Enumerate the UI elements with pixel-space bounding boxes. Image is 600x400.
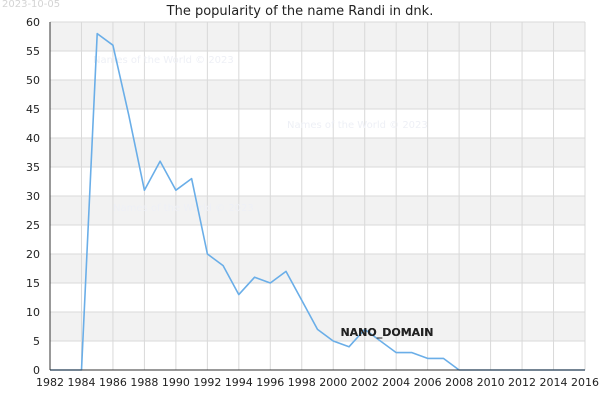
- y-tick-label-40: 40: [26, 132, 40, 145]
- band-55-60: [50, 22, 585, 51]
- y-tick-label-10: 10: [26, 306, 40, 319]
- x-axis-ticks: 1982 1984 1986 1988 1990 1992 1994 1996 1998 2000…: [36, 376, 599, 389]
- y-tick-label-60: 60: [26, 16, 40, 29]
- x-tick-label-2002: 2002: [351, 376, 379, 389]
- plot-background-bands: [50, 22, 585, 341]
- watermarks: Names of the World © 2023 Names of the W…: [93, 55, 428, 214]
- band-5-10: [50, 312, 585, 341]
- band-45-50: [50, 80, 585, 109]
- x-tick-label-1984: 1984: [67, 376, 95, 389]
- x-tick-label-2016: 2016: [571, 376, 599, 389]
- y-tick-label-5: 5: [33, 335, 40, 348]
- x-tick-label-2010: 2010: [477, 376, 505, 389]
- x-tick-label-1986: 1986: [99, 376, 127, 389]
- y-tick-label-55: 55: [26, 45, 40, 58]
- band-25-30: [50, 196, 585, 225]
- y-tick-label-20: 20: [26, 248, 40, 261]
- x-tick-label-2006: 2006: [414, 376, 442, 389]
- x-tick-label-2000: 2000: [319, 376, 347, 389]
- y-tick-label-45: 45: [26, 103, 40, 116]
- y-axis-ticks: 0 5 10 15 20 25 30 35 40 45 50 55 60: [26, 16, 40, 377]
- date-stamp: 2023-10-05: [2, 0, 61, 10]
- y-tick-label-50: 50: [26, 74, 40, 87]
- watermark-3: Names of the World © 2023: [113, 203, 254, 214]
- x-tick-label-2014: 2014: [540, 376, 568, 389]
- annotation-label-0: NANO_DOMAIN: [340, 326, 433, 339]
- y-tick-label-30: 30: [26, 190, 40, 203]
- x-tick-label-1996: 1996: [256, 376, 284, 389]
- band-35-40: [50, 138, 585, 167]
- x-tick-label-1988: 1988: [130, 376, 158, 389]
- y-tick-label-15: 15: [26, 277, 40, 290]
- x-tick-label-1990: 1990: [162, 376, 190, 389]
- x-tick-label-2008: 2008: [445, 376, 473, 389]
- watermark-1: Names of the World © 2023: [93, 55, 234, 66]
- y-tick-label-0: 0: [33, 364, 40, 377]
- chart-title: The popularity of the name Randi in dnk.: [166, 4, 434, 19]
- y-tick-label-25: 25: [26, 219, 40, 232]
- x-tick-label-2004: 2004: [382, 376, 410, 389]
- y-tick-label-35: 35: [26, 161, 40, 174]
- annotation-outline-0: NANO_DOMAIN: [340, 326, 433, 339]
- band-15-20: [50, 254, 585, 283]
- watermark-2: Names of the World © 2023: [287, 120, 428, 131]
- x-tick-label-1982: 1982: [36, 376, 64, 389]
- x-tick-label-1992: 1992: [193, 376, 221, 389]
- x-tick-label-1998: 1998: [288, 376, 316, 389]
- x-tick-label-1994: 1994: [225, 376, 253, 389]
- x-tick-label-2012: 2012: [508, 376, 536, 389]
